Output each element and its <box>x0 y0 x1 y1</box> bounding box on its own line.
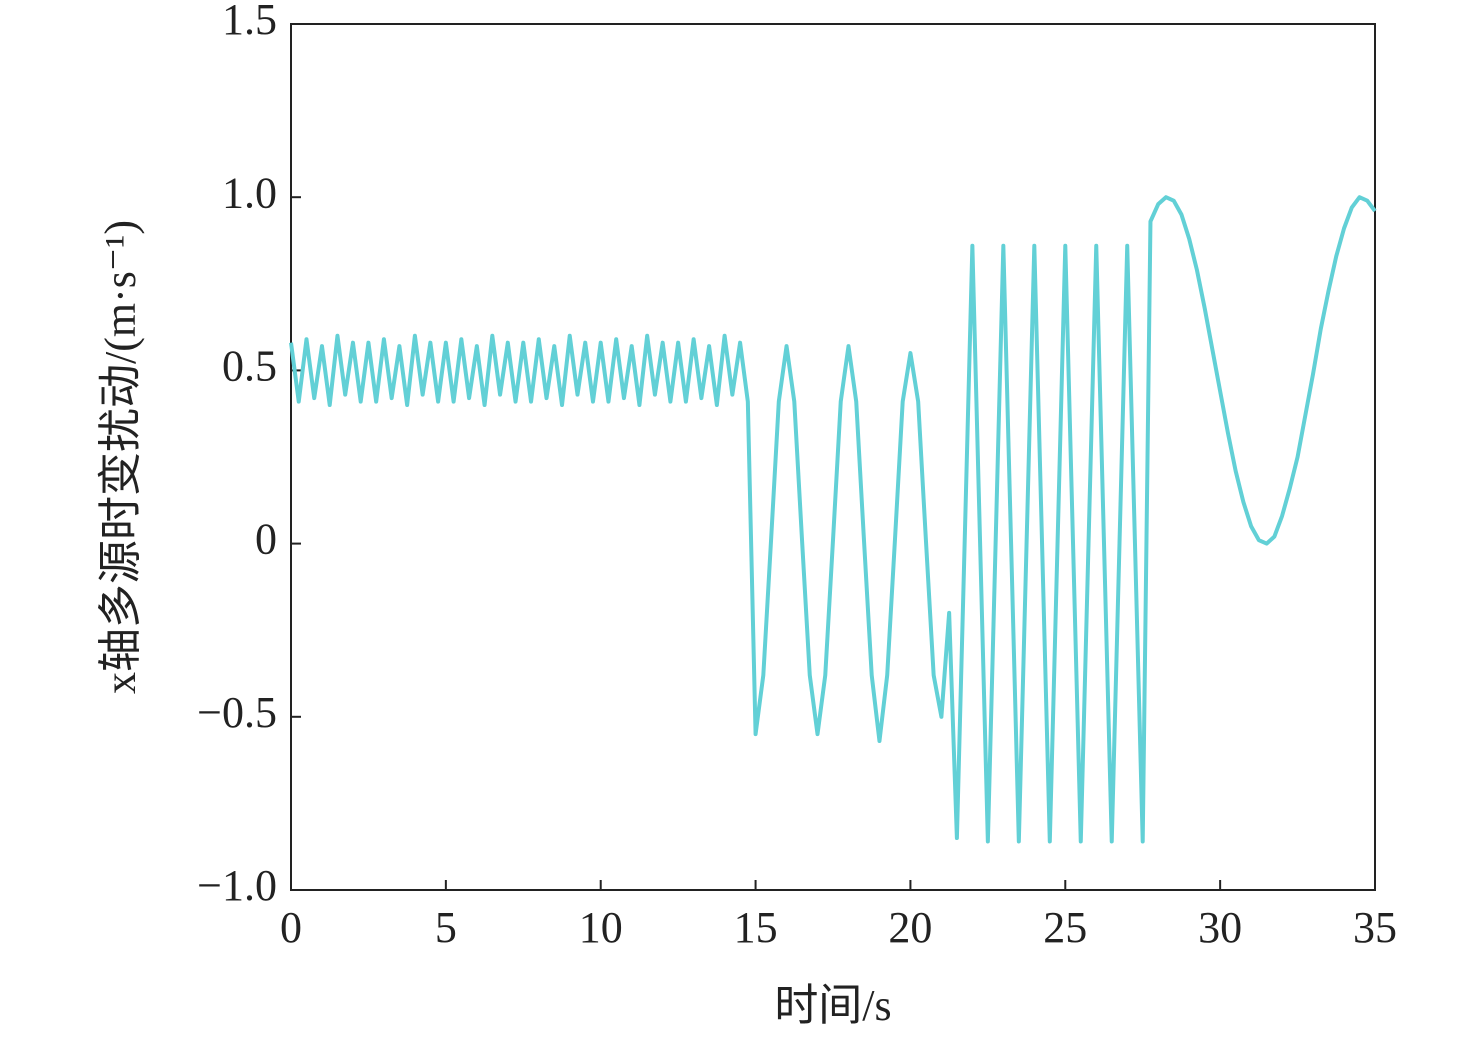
x-tick-label: 35 <box>1353 903 1397 952</box>
x-tick-label: 5 <box>435 903 457 952</box>
x-tick-label: 0 <box>280 903 302 952</box>
plot-frame <box>290 23 1376 891</box>
y-axis-label: x轴多源时变扰动/(m·s⁻¹) <box>96 220 145 694</box>
x-tick-label: 25 <box>1043 903 1087 952</box>
y-tick-label: 1.5 <box>222 0 277 44</box>
y-tick-label: −0.5 <box>197 688 277 737</box>
y-tick-label: 1.0 <box>222 168 277 217</box>
y-tick-label: 0 <box>255 515 277 564</box>
x-tick-label: 20 <box>888 903 932 952</box>
data-line <box>289 195 1377 844</box>
x-tick-label: 10 <box>579 903 623 952</box>
y-tick-label: 0.5 <box>222 341 277 390</box>
x-tick-label: 15 <box>734 903 778 952</box>
x-tick-label: 30 <box>1198 903 1242 952</box>
x-axis-label: 时间/s <box>774 981 891 1030</box>
y-tick-label: −1.0 <box>197 861 277 910</box>
